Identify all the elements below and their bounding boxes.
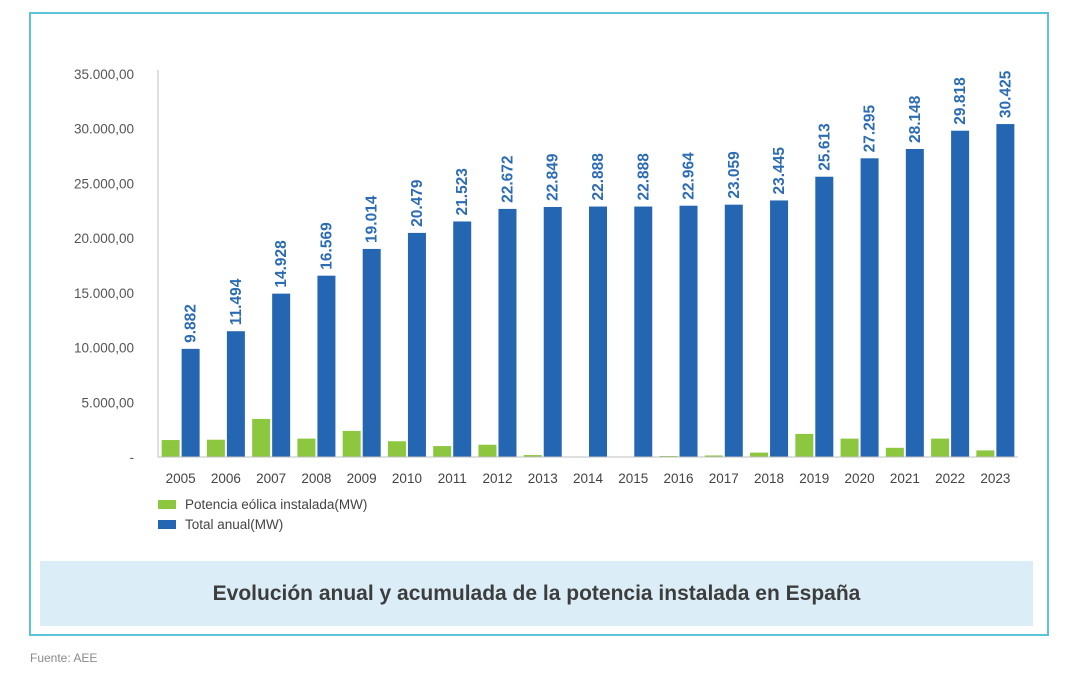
bar-annual [885, 447, 904, 457]
bar-total [226, 331, 245, 457]
data-label-total: 25.613 [816, 123, 833, 171]
legend: Potencia eólica instalada(MW) Total anual… [158, 497, 367, 532]
data-label-total: 22.888 [590, 153, 607, 201]
bar-total [498, 208, 517, 457]
bar-total [679, 205, 698, 457]
data-label-total: 27.295 [862, 105, 879, 153]
legend-label: Potencia eólica instalada(MW) [185, 497, 367, 512]
bar-total [362, 248, 381, 457]
bar-total [951, 130, 970, 458]
x-tick-label: 2006 [211, 471, 241, 486]
y-tick-label: 15.000,00 [74, 286, 134, 301]
x-tick-label: 2005 [166, 471, 196, 486]
bar-total [317, 275, 336, 457]
bar-total [905, 148, 924, 457]
bar-annual [342, 430, 361, 457]
bar-total [815, 176, 834, 458]
y-tick-label: 30.000,00 [74, 122, 134, 137]
data-label-total: 22.849 [545, 153, 562, 201]
data-label-total: 22.964 [681, 152, 698, 200]
bar-total [272, 293, 291, 457]
bar-total [724, 204, 743, 457]
bar-annual [297, 438, 316, 457]
y-tick-label: - [130, 450, 135, 465]
legend-label: Total anual(MW) [185, 517, 283, 532]
data-label-total: 30.425 [997, 70, 1014, 118]
x-tick-label: 2009 [347, 471, 377, 486]
legend-swatch [158, 500, 176, 509]
x-tick-label: 2008 [301, 471, 331, 486]
bar-total [860, 158, 879, 458]
data-label-total: 20.479 [409, 179, 426, 227]
bar-total [543, 206, 562, 457]
bar-chart: - 5.000,00 10.000,00 15.000,00 20.000,00 25.0… [74, 67, 1018, 532]
source-note: Fuente: AEE [30, 651, 98, 665]
bar-annual [704, 455, 723, 457]
x-tick-label: 2016 [664, 471, 694, 486]
bar-annual [931, 438, 950, 457]
y-tick-label: 5.000,00 [81, 395, 134, 410]
bar-annual [252, 418, 271, 457]
bar-annual [976, 450, 995, 457]
bar-annual [840, 438, 859, 457]
x-tick-label: 2007 [256, 471, 286, 486]
bar-annual [387, 441, 406, 457]
x-tick-label: 2021 [890, 471, 920, 486]
bar-total [453, 221, 472, 457]
data-label-total: 21.523 [454, 168, 471, 216]
bar-annual [523, 455, 542, 457]
bar-annual [659, 455, 678, 457]
x-tick-label: 2017 [709, 471, 739, 486]
bar-annual [478, 444, 497, 457]
bars [161, 124, 1015, 458]
bar-total [996, 124, 1015, 457]
x-axis: 2005 2006 2007 2008 2009 2010 2011 2012 2013 2014… [158, 456, 1018, 486]
bar-total [407, 232, 426, 457]
bar-annual [161, 440, 180, 457]
bar-annual [206, 439, 225, 457]
x-tick-label: 2013 [528, 471, 558, 486]
data-label-total: 23.445 [771, 147, 788, 195]
x-tick-label: 2011 [438, 471, 467, 486]
x-tick-label: 2018 [754, 471, 784, 486]
data-label-total: 22.672 [499, 155, 516, 202]
x-tick-label: 2020 [845, 471, 875, 486]
data-label-total: 16.569 [318, 222, 335, 270]
bar-total [181, 348, 200, 457]
data-label-total: 29.818 [952, 77, 969, 125]
x-tick-label: 2023 [980, 471, 1010, 486]
bar-total [589, 206, 607, 457]
legend-swatch [158, 520, 176, 529]
x-tick-label: 2014 [573, 471, 604, 486]
y-tick-label: 25.000,00 [74, 176, 134, 191]
y-tick-label: 35.000,00 [74, 67, 134, 82]
bar-total [634, 206, 653, 457]
x-tick-label: 2012 [482, 471, 512, 486]
chart-caption-box: Evolución anual y acumulada de la potenc… [40, 561, 1033, 626]
chart-caption: Evolución anual y acumulada de la potenc… [212, 581, 861, 605]
data-label-total: 23.059 [726, 151, 743, 199]
data-label-total: 9.882 [183, 304, 200, 343]
y-tick-label: 20.000,00 [74, 231, 134, 246]
bar-annual [795, 433, 814, 457]
x-tick-label: 2022 [935, 471, 965, 486]
bar-annual [433, 446, 452, 457]
data-label-total: 28.148 [907, 95, 924, 143]
x-tick-label: 2010 [392, 471, 422, 486]
data-label-total: 11.494 [228, 278, 245, 325]
data-label-total: 22.888 [635, 153, 652, 201]
data-labels: 9.882 11.494 14.928 16.569 19.014 20.479 21.52… [183, 70, 1015, 343]
bar-annual [750, 452, 769, 457]
bar-total [770, 200, 789, 458]
chart-frame [29, 12, 1049, 636]
y-tick-label: 10.000,00 [74, 341, 134, 356]
y-axis: - 5.000,00 10.000,00 15.000,00 20.000,00 25.0… [74, 67, 159, 465]
data-label-total: 14.928 [273, 240, 290, 288]
data-label-total: 19.014 [364, 195, 381, 243]
x-tick-label: 2015 [618, 471, 648, 486]
x-tick-label: 2019 [799, 471, 829, 486]
